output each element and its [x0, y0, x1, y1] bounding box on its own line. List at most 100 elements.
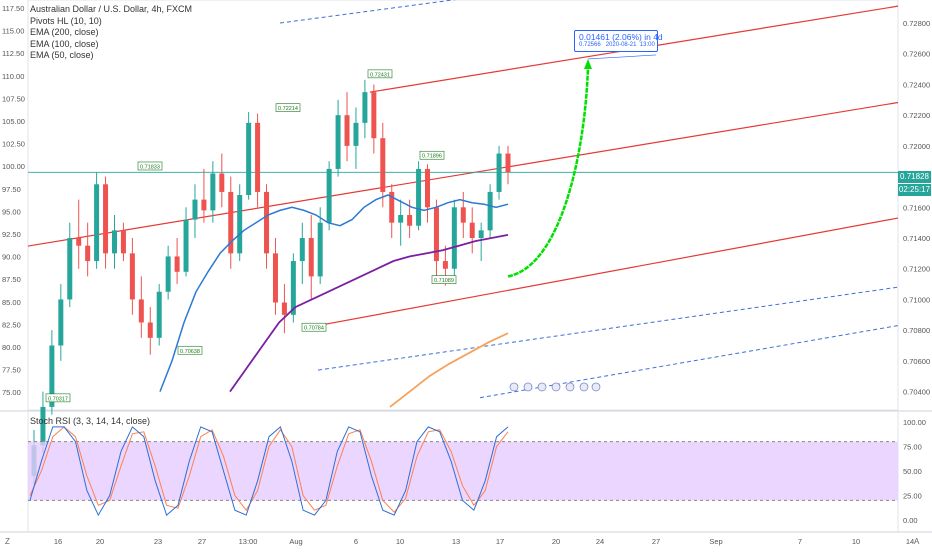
right-tick-label: 0.71400 [903, 234, 930, 243]
candle-body [407, 214, 413, 226]
candle-body [67, 238, 73, 300]
dashed-lower-line-1 [317, 286, 899, 371]
candle-body [478, 230, 484, 239]
channel-line-lower [309, 217, 899, 328]
candle-body [228, 191, 234, 254]
rsi-band [28, 441, 898, 501]
left-tick-label: 77.50 [2, 366, 21, 375]
candle-body [496, 153, 502, 192]
x-tick-label: 7 [798, 537, 802, 546]
rsi-d-line [29, 426, 509, 513]
left-tick-label: 107.50 [2, 94, 25, 103]
pivot-label-box [45, 393, 71, 403]
event-icon [509, 382, 519, 392]
x-tick-label: 17 [496, 537, 504, 546]
ema200-line [389, 332, 509, 408]
candle-body [380, 138, 386, 192]
candle-body [308, 238, 314, 277]
candle-body [111, 230, 117, 254]
event-icon [591, 382, 601, 392]
candle-body [138, 299, 144, 323]
event-icon [537, 382, 547, 392]
pivot-label-box [177, 345, 203, 355]
right-tick-label: 0.72400 [903, 80, 930, 89]
event-icon [551, 382, 561, 392]
projection-annotation[interactable]: 0.01461 (2.06%) in 4d 0.72566 2020-08-21… [574, 30, 663, 52]
candle-body [299, 238, 305, 262]
candle-body [326, 168, 332, 223]
x-tick-label: Aug [289, 537, 302, 546]
legend-item-ema50: EMA (50, close) [30, 50, 94, 60]
candle-body [451, 207, 457, 269]
candle-body [49, 345, 55, 407]
event-icon [579, 382, 589, 392]
pivot-label: 0.71089 [434, 278, 454, 284]
candle-body [371, 92, 377, 139]
candle-body [460, 207, 466, 223]
candle-body [219, 173, 225, 192]
candle-body [165, 256, 171, 292]
rsi-k-line [29, 426, 509, 517]
legend-item-ema200: EMA (200, close) [30, 27, 99, 37]
timezone-icon[interactable]: Z [5, 537, 10, 546]
candle-body [272, 253, 278, 303]
candle-body [487, 191, 493, 231]
channel-line-mid [27, 101, 899, 247]
pivot-label-box [301, 322, 327, 332]
pivot-label-box [367, 69, 393, 79]
candle-body [281, 302, 287, 315]
x-tick-label: 27 [198, 537, 206, 546]
candle-body [389, 191, 395, 223]
dashed-upper-line [279, 0, 457, 24]
candle-body [442, 261, 448, 269]
rsi-tick-label: 75.00 [903, 443, 922, 452]
right-tick-label: 0.70600 [903, 357, 930, 366]
candle-body [129, 253, 135, 300]
left-tick-label: 97.50 [2, 185, 21, 194]
last-price-tag: 0.71828 [898, 171, 931, 183]
pivot-label: 0.70784 [304, 326, 324, 332]
left-tick-label: 105.00 [2, 117, 25, 126]
candle-body [255, 122, 261, 192]
candle-body [58, 299, 64, 346]
candle-body [344, 115, 350, 146]
pivot-label-box [419, 150, 445, 160]
right-tick-label: 0.70400 [903, 388, 930, 397]
x-tick-label: 13:00 [239, 537, 258, 546]
candle-body [469, 222, 475, 239]
right-tick-label: 0.72200 [903, 111, 930, 120]
candle-body [246, 122, 252, 196]
candle-body [335, 115, 341, 169]
legend-title: Australian Dollar / U.S. Dollar, 4h, FXC… [30, 4, 193, 14]
left-tick-label: 82.50 [2, 320, 21, 329]
right-tick-label: 0.72000 [903, 142, 930, 151]
x-tick-label: 20 [96, 537, 104, 546]
candle-body [264, 191, 270, 254]
candle-body [40, 406, 46, 446]
pivot-label: 0.70638 [180, 349, 200, 355]
candle-body [210, 173, 216, 211]
left-tick-label: 75.00 [2, 388, 21, 397]
auto-scale-icon[interactable]: A [914, 537, 920, 546]
x-tick-label: 10 [396, 537, 404, 546]
candle-body [362, 92, 368, 123]
left-tick-label: 85.00 [2, 298, 21, 307]
pivot-label-box [275, 103, 301, 112]
candle-body [85, 245, 91, 262]
pivot-label: 0.71833 [140, 164, 160, 170]
left-tick-label: 87.50 [2, 275, 21, 284]
left-tick-label: 102.50 [2, 140, 25, 149]
rsi-tick-label: 100.00 [903, 418, 926, 427]
projection-curve [507, 66, 590, 278]
x-tick-label: 24 [596, 537, 604, 546]
rsi-tick-label: 0.00 [903, 516, 918, 525]
candle-body [183, 219, 189, 272]
legend-item-pivots: Pivots HL (10, 10) [30, 15, 102, 26]
left-tick-label: 100.00 [2, 162, 25, 171]
stoch-rsi-label: Stoch RSI (3, 3, 14, 14, close) [30, 416, 151, 426]
projection-leader [587, 54, 657, 60]
candle-body [76, 238, 82, 246]
dashed-lower-line-2 [479, 325, 899, 399]
